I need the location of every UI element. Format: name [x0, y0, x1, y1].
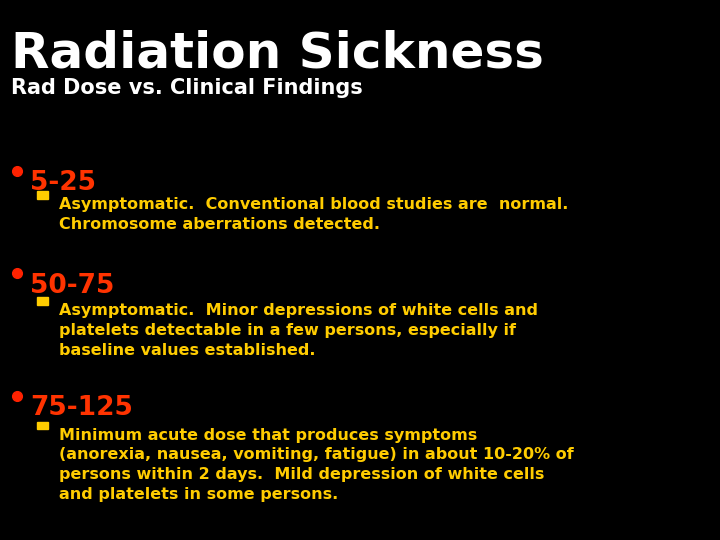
- Text: 50-75: 50-75: [30, 273, 114, 299]
- Text: 75-125: 75-125: [30, 395, 133, 421]
- FancyBboxPatch shape: [37, 422, 48, 429]
- FancyBboxPatch shape: [37, 191, 48, 199]
- Text: Radiation Sickness: Radiation Sickness: [11, 30, 544, 78]
- FancyBboxPatch shape: [37, 298, 48, 305]
- Text: Asymptomatic.  Minor depressions of white cells and
platelets detectable in a fe: Asymptomatic. Minor depressions of white…: [59, 303, 538, 358]
- Text: Rad Dose vs. Clinical Findings: Rad Dose vs. Clinical Findings: [11, 78, 363, 98]
- Text: Minimum acute dose that produces symptoms
(anorexia, nausea, vomiting, fatigue) : Minimum acute dose that produces symptom…: [59, 428, 574, 502]
- Text: 5-25: 5-25: [30, 170, 96, 196]
- Text: Asymptomatic.  Conventional blood studies are  normal.
Chromosome aberrations de: Asymptomatic. Conventional blood studies…: [59, 197, 568, 232]
